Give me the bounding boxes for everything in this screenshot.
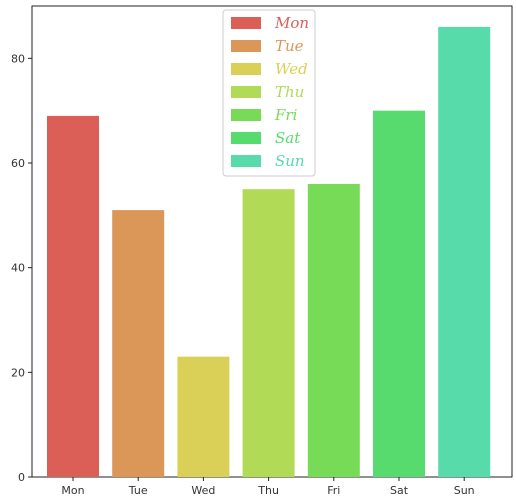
y-tick-label: 20: [11, 366, 25, 379]
legend-swatch-wed: [231, 63, 261, 75]
legend-label-fri: Fri: [274, 106, 298, 124]
x-tick-label: Mon: [61, 484, 84, 497]
bar-wed: [177, 356, 230, 477]
bar-sat: [373, 110, 425, 478]
legend-swatch-thu: [231, 86, 261, 98]
legend-label-thu: Thu: [275, 83, 304, 101]
bar-thu: [242, 189, 295, 477]
bar-fri: [307, 183, 360, 477]
x-tick-label: Wed: [191, 484, 215, 497]
y-axis-ticks: 0 20 40 60 80: [11, 52, 32, 484]
x-axis-ticks: Mon Tue Wed Thu Fri Sat Sun: [61, 477, 475, 497]
bar-sun: [438, 26, 491, 478]
y-tick-label: 80: [11, 52, 25, 65]
x-tick-label: Thu: [257, 484, 279, 497]
legend-label-tue: Tue: [275, 37, 304, 55]
legend-swatch-sat: [231, 132, 261, 144]
legend-swatch-tue: [231, 40, 261, 52]
legend-swatch-fri: [231, 109, 261, 121]
legend-label-sun: Sun: [275, 152, 305, 170]
legend-swatch-mon: [231, 17, 261, 29]
legend-label-wed: Wed: [275, 60, 308, 78]
legend: Mon Tue Wed Thu Fri Sat Sun: [222, 9, 316, 177]
x-tick-label: Sun: [454, 484, 475, 497]
bar-mon: [47, 115, 99, 478]
y-tick-label: 60: [11, 157, 25, 170]
bar-tue: [112, 210, 165, 477]
y-tick-label: 0: [18, 471, 25, 484]
legend-label-sat: Sat: [275, 129, 301, 147]
legend-label-mon: Mon: [274, 14, 309, 32]
x-tick-label: Tue: [128, 484, 148, 497]
y-tick-label: 40: [11, 262, 25, 275]
x-tick-label: Sat: [390, 484, 409, 497]
legend-items: Mon Tue Wed Thu Fri Sat Sun: [231, 14, 309, 170]
legend-swatch-sun: [231, 155, 261, 167]
bars-group: [47, 26, 491, 478]
x-tick-label: Fri: [327, 484, 340, 497]
